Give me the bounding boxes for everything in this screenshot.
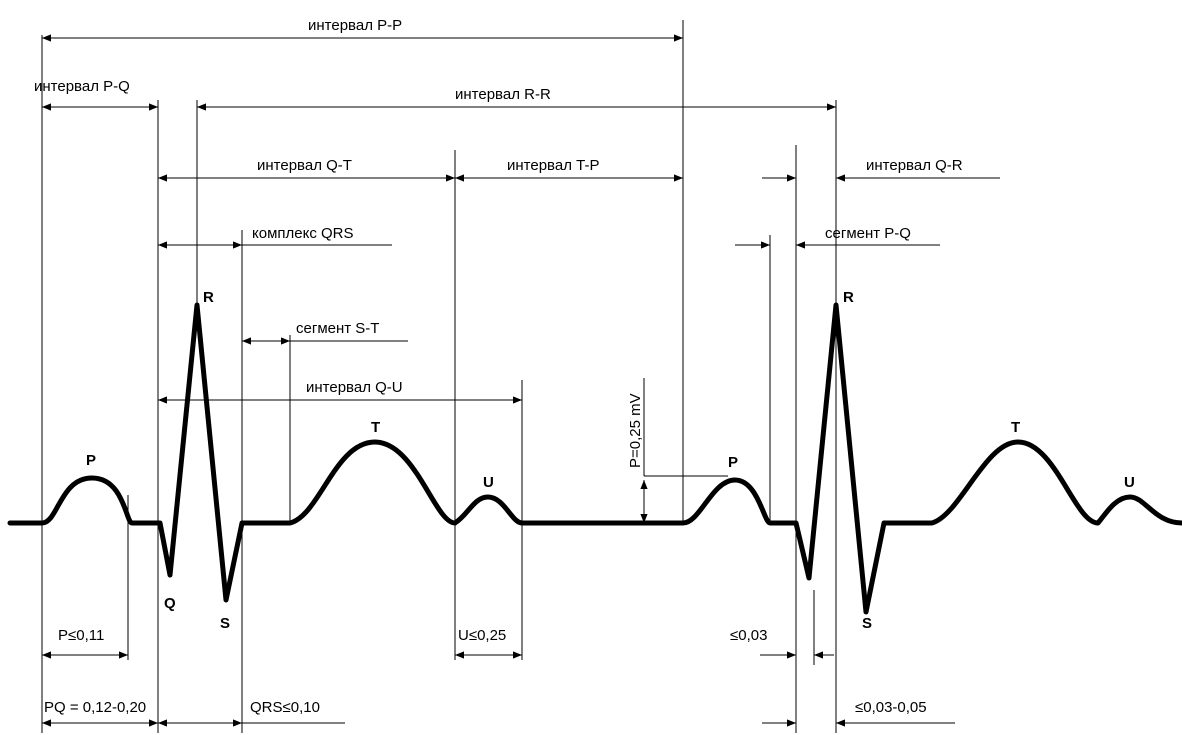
interval-pp: интервал P-P	[42, 17, 683, 42]
wave-r1-label: R	[203, 289, 214, 306]
segment-st: сегмент S-T	[242, 320, 408, 345]
interval-qu-label: интервал Q-U	[306, 379, 403, 396]
interval-rr: интервал R-R	[197, 86, 836, 111]
interval-qr-label: интервал Q-R	[866, 157, 963, 174]
wave-r2-label: R	[843, 289, 854, 306]
duration-q: ≤0,03	[730, 627, 834, 659]
wave-p1-label: P	[86, 452, 96, 469]
interval-pq: интервал P-Q	[34, 78, 158, 111]
interval-qt: интервал Q-T	[158, 157, 455, 182]
duration-u: U≤0,25	[455, 627, 522, 659]
duration-qr-label: ≤0,03-0,05	[855, 699, 927, 716]
ecg-waveform	[7, 302, 1182, 615]
interval-tp: интервал T-P	[455, 157, 683, 182]
p-amplitude: P=0,25 mV	[627, 378, 728, 523]
p-amplitude-label: P=0,25 mV	[627, 393, 644, 468]
interval-qr: интервал Q-R	[762, 157, 1000, 182]
wave-u2-label: U	[1124, 474, 1135, 491]
segment-pq: сегмент P-Q	[735, 225, 940, 249]
duration-q-label: ≤0,03	[730, 627, 767, 644]
wave-s2-label: S	[862, 615, 872, 632]
duration-p: P≤0,11	[42, 627, 128, 659]
interval-tp-label: интервал T-P	[507, 157, 599, 174]
segment-pq-label: сегмент P-Q	[825, 225, 911, 242]
wave-q1-label: Q	[164, 595, 176, 612]
duration-pq: PQ = 0,12-0,20	[42, 699, 158, 727]
complex-qrs: комплекс QRS	[158, 225, 392, 249]
duration-u-label: U≤0,25	[458, 627, 506, 644]
vertical-guides	[41, 20, 837, 733]
duration-pq-label: PQ = 0,12-0,20	[44, 699, 146, 716]
interval-pq-label: интервал P-Q	[34, 78, 130, 95]
interval-pp-label: интервал P-P	[308, 17, 402, 34]
interval-qu: интервал Q-U	[158, 379, 522, 404]
duration-qr: ≤0,03-0,05	[762, 699, 955, 727]
duration-p-label: P≤0,11	[58, 627, 104, 644]
duration-qrs: QRS≤0,10	[158, 699, 345, 727]
wave-labels: P Q R S T U P R S T U	[86, 289, 1135, 632]
duration-qrs-label: QRS≤0,10	[250, 699, 320, 716]
wave-u1-label: U	[483, 474, 494, 491]
complex-qrs-label: комплекс QRS	[252, 225, 354, 242]
interval-rr-label: интервал R-R	[455, 86, 551, 103]
wave-t1-label: T	[371, 419, 380, 436]
segment-st-label: сегмент S-T	[296, 320, 379, 337]
interval-qt-label: интервал Q-T	[257, 157, 352, 174]
wave-p2-label: P	[728, 454, 738, 471]
wave-t2-label: T	[1011, 419, 1020, 436]
wave-s1-label: S	[220, 615, 230, 632]
